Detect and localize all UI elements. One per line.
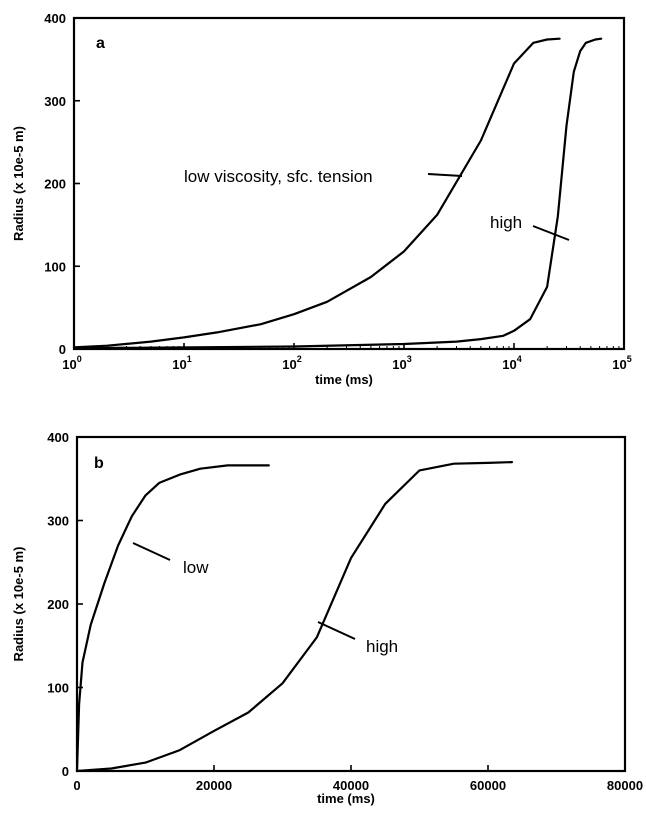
x-tick-label: 40000: [333, 778, 369, 793]
y-tick-label: 200: [47, 597, 69, 612]
x-tick-base: 10: [172, 357, 186, 372]
series-line-low-viscosity: [72, 37, 561, 349]
x-tick-label: 101: [172, 354, 191, 372]
x-tick-label: 102: [282, 354, 301, 372]
x-tick-exponent: 3: [407, 354, 412, 364]
annotation-leader-line: [317, 621, 356, 640]
x-tick-base: 10: [612, 357, 626, 372]
x-tick-label: 104: [502, 354, 521, 372]
annotation-leader-line: [132, 542, 171, 561]
series-annotation: low viscosity, sfc. tension: [184, 167, 373, 186]
y-tick-label: 400: [47, 430, 69, 445]
annotation-leader-line: [427, 173, 463, 177]
x-tick-base: 10: [392, 357, 406, 372]
x-tick-label: 80000: [607, 778, 643, 793]
x-axis-label: time (ms): [317, 791, 375, 806]
x-tick-exponent: 4: [517, 354, 522, 364]
x-axis-label: time (ms): [315, 372, 373, 387]
x-tick-exponent: 1: [187, 354, 192, 364]
x-tick-label: 0: [73, 778, 80, 793]
x-tick-label: 103: [392, 354, 411, 372]
series-annotation: high: [490, 213, 522, 232]
plot-frame: [75, 435, 627, 773]
y-tick-label: 0: [59, 342, 66, 357]
y-tick-label: 200: [44, 177, 66, 192]
y-tick-label: 0: [62, 764, 69, 779]
x-tick-label: 100: [62, 354, 81, 372]
panel-label: b: [94, 455, 104, 472]
x-tick-base: 10: [282, 357, 296, 372]
y-axis-label: Radius (x 10e-5 m): [11, 126, 26, 241]
panel-b: 0 100 200 300 400 0 20000 40000 60000 80000 time (…: [11, 430, 643, 806]
annotation-leader-line: [532, 225, 570, 241]
y-tick-label: 100: [47, 681, 69, 696]
panel-label: a: [96, 35, 105, 52]
x-tick-label: 60000: [470, 778, 506, 793]
series-annotation: high: [366, 637, 398, 656]
series-line-high: [72, 37, 603, 350]
x-tick-label: 105: [612, 354, 631, 372]
x-tick-exponent: 2: [297, 354, 302, 364]
series-line-low: [75, 464, 270, 773]
y-tick-label: 300: [47, 514, 69, 529]
y-tick-label: 300: [44, 94, 66, 109]
x-tick-exponent: 5: [627, 354, 632, 364]
series-annotation: low: [183, 558, 209, 577]
series-line-high: [75, 461, 514, 773]
x-tick-base: 10: [502, 357, 516, 372]
x-tick-label: 20000: [196, 778, 232, 793]
y-tick-label: 400: [44, 11, 66, 26]
y-tick-label: 100: [44, 259, 66, 274]
y-axis-label: Radius (x 10e-5 m): [11, 547, 26, 662]
x-tick-base: 10: [62, 357, 76, 372]
x-tick-exponent: 0: [77, 354, 82, 364]
